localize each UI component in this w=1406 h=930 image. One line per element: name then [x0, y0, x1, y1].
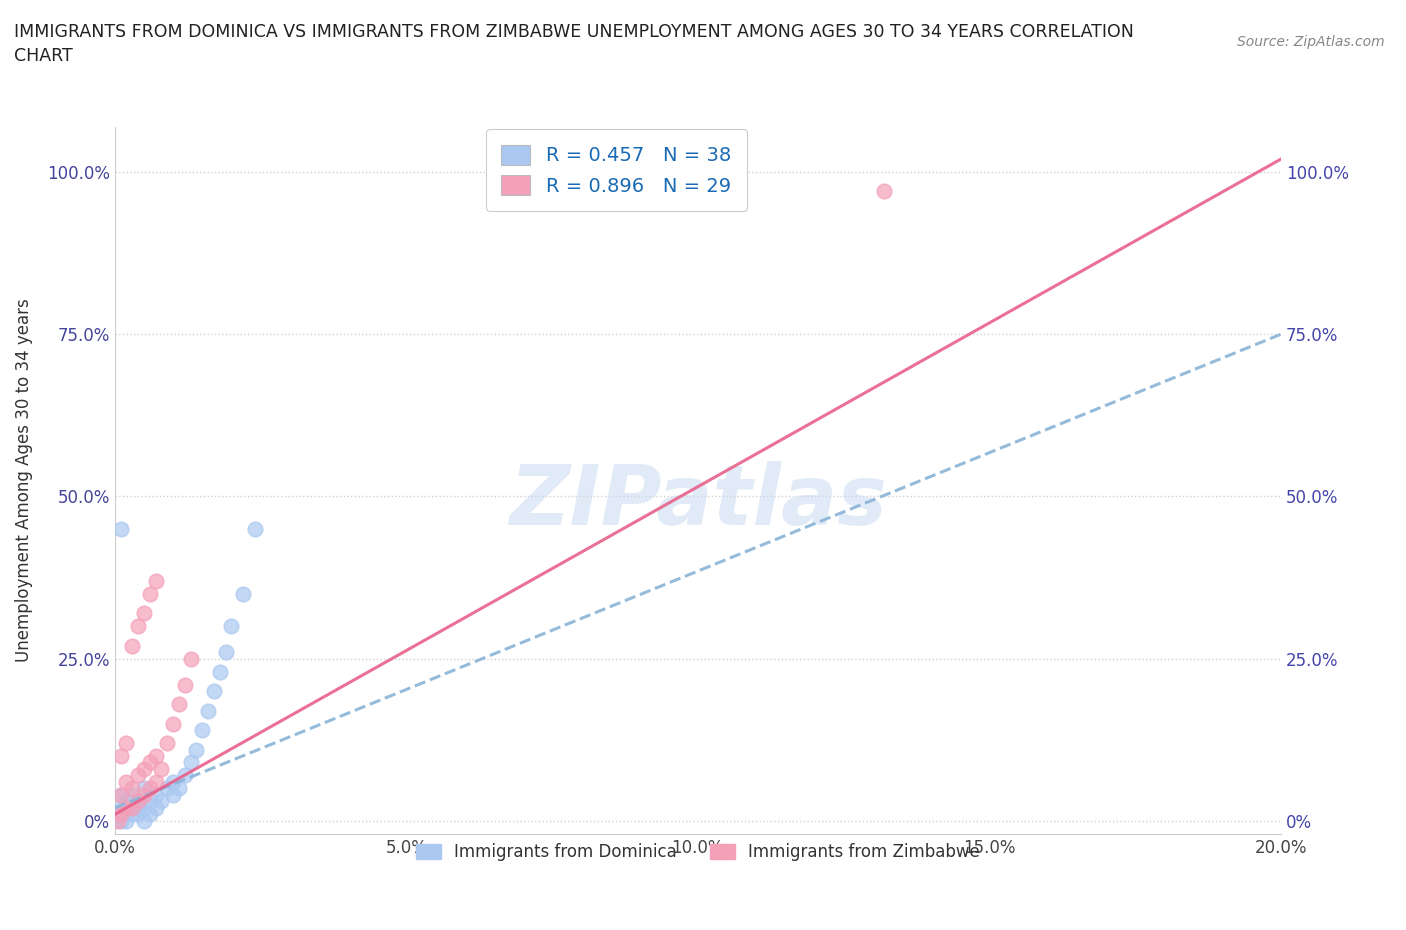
- Point: [127, 768, 149, 783]
- Point: [107, 807, 129, 822]
- Point: [115, 814, 138, 829]
- Point: [138, 807, 160, 822]
- Point: [162, 775, 184, 790]
- Point: [115, 801, 138, 816]
- Point: [132, 788, 155, 803]
- Point: [202, 684, 225, 698]
- Point: [132, 605, 155, 620]
- Point: [138, 586, 160, 601]
- Point: [110, 749, 132, 764]
- Point: [115, 736, 138, 751]
- Point: [180, 755, 202, 770]
- Point: [138, 781, 160, 796]
- Point: [127, 794, 149, 809]
- Point: [167, 697, 190, 711]
- Point: [110, 814, 132, 829]
- Point: [214, 644, 236, 659]
- Legend: Immigrants from Dominica, Immigrants from Zimbabwe: Immigrants from Dominica, Immigrants fro…: [409, 837, 987, 868]
- Point: [197, 703, 219, 718]
- Point: [138, 755, 160, 770]
- Point: [121, 807, 143, 822]
- Point: [127, 801, 149, 816]
- Text: Source: ZipAtlas.com: Source: ZipAtlas.com: [1237, 35, 1385, 49]
- Point: [132, 801, 155, 816]
- Point: [132, 781, 155, 796]
- Point: [162, 716, 184, 731]
- Point: [145, 788, 167, 803]
- Point: [121, 638, 143, 653]
- Point: [110, 807, 132, 822]
- Point: [232, 586, 254, 601]
- Point: [138, 794, 160, 809]
- Point: [145, 775, 167, 790]
- Point: [115, 807, 138, 822]
- Point: [150, 794, 173, 809]
- Point: [873, 184, 896, 199]
- Point: [180, 651, 202, 666]
- Point: [156, 781, 179, 796]
- Point: [110, 788, 132, 803]
- Point: [191, 723, 214, 737]
- Point: [208, 664, 231, 679]
- Point: [145, 749, 167, 764]
- Point: [132, 762, 155, 777]
- Point: [110, 788, 132, 803]
- Point: [132, 814, 155, 829]
- Point: [167, 781, 190, 796]
- Point: [186, 742, 208, 757]
- Point: [150, 762, 173, 777]
- Y-axis label: Unemployment Among Ages 30 to 34 years: Unemployment Among Ages 30 to 34 years: [15, 299, 32, 662]
- Point: [173, 768, 195, 783]
- Point: [121, 781, 143, 796]
- Text: IMMIGRANTS FROM DOMINICA VS IMMIGRANTS FROM ZIMBABWE UNEMPLOYMENT AMONG AGES 30 : IMMIGRANTS FROM DOMINICA VS IMMIGRANTS F…: [14, 23, 1133, 65]
- Point: [112, 807, 135, 822]
- Point: [127, 807, 149, 822]
- Point: [221, 618, 243, 633]
- Point: [173, 677, 195, 692]
- Point: [121, 801, 143, 816]
- Point: [162, 788, 184, 803]
- Point: [107, 814, 129, 829]
- Point: [110, 522, 132, 537]
- Text: ZIPatlas: ZIPatlas: [509, 461, 887, 542]
- Point: [127, 794, 149, 809]
- Point: [121, 801, 143, 816]
- Point: [115, 775, 138, 790]
- Point: [156, 736, 179, 751]
- Point: [145, 574, 167, 589]
- Point: [145, 801, 167, 816]
- Point: [127, 618, 149, 633]
- Point: [121, 788, 143, 803]
- Point: [110, 801, 132, 816]
- Point: [115, 794, 138, 809]
- Point: [243, 522, 266, 537]
